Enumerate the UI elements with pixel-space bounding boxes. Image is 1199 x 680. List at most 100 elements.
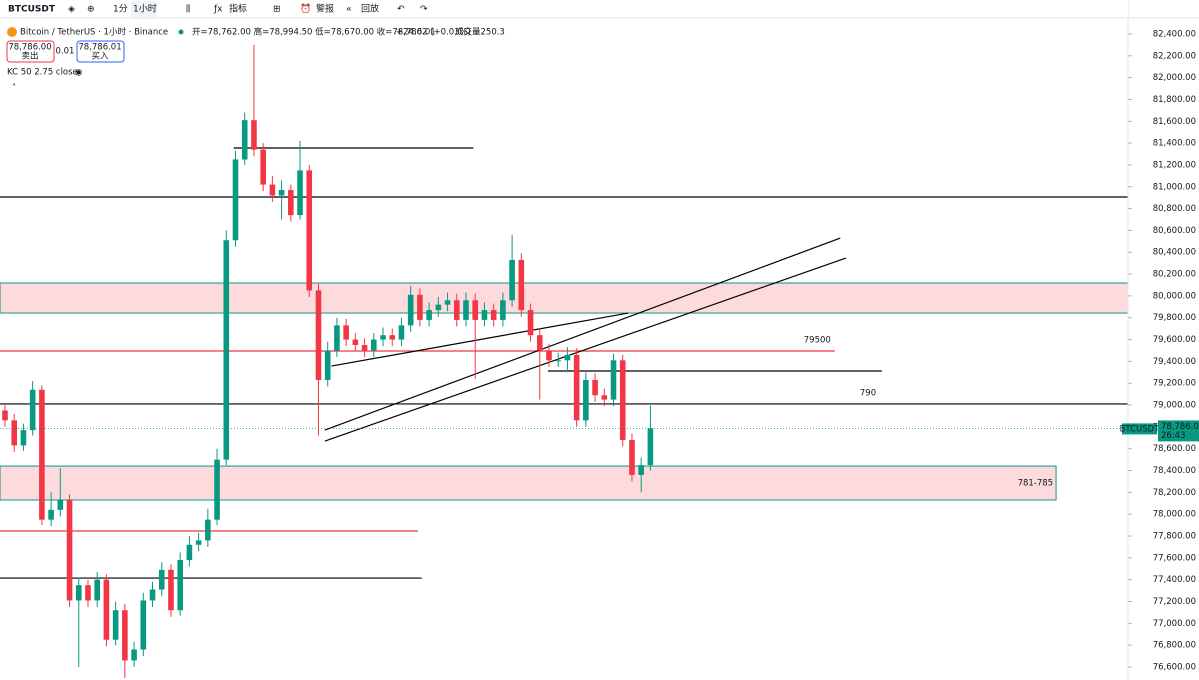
y-tick-label: 78,200.00: [1153, 488, 1196, 498]
y-tick-label: 76,600.00: [1153, 663, 1196, 673]
candle-body: [398, 325, 405, 340]
candle-body: [371, 339, 377, 351]
candle-body: [75, 585, 82, 601]
chart-type-icon[interactable]: ⫼: [186, 4, 190, 15]
candle-body: [158, 569, 165, 590]
candle-body: [334, 325, 340, 351]
legend-volume: 成交量250.3: [455, 27, 505, 38]
candle-body: [177, 560, 183, 611]
sell-price[interactable]: 78,786.00: [8, 43, 51, 53]
candle-body: [546, 350, 552, 361]
layout-icon[interactable]: ⊞: [273, 5, 281, 15]
candle-body: [592, 379, 598, 396]
candle-body: [472, 300, 479, 320]
candle-body: [324, 350, 331, 380]
candle-body: [610, 360, 617, 400]
price-axis: 76,600.00 76,800.00 77,000.00 77,200.00 77,4…: [1128, 29, 1196, 673]
y-tick-label: 78,000.00: [1153, 510, 1196, 520]
price-axis-bg: [1128, 0, 1199, 680]
candle-body: [463, 300, 469, 320]
collapse[interactable]: ˄: [12, 84, 16, 94]
candle-body: [297, 170, 303, 216]
candle-body: [518, 259, 525, 311]
y-tick-label: 80,000.00: [1153, 291, 1196, 301]
candle-body: [352, 339, 359, 346]
candle-body: [131, 649, 137, 661]
add-icon[interactable]: ⊕: [87, 5, 95, 15]
legend-title: Bitcoin / TetherUS · 1小时 · Binance: [20, 27, 168, 38]
candle-body: [260, 149, 266, 185]
candle-body: [417, 294, 423, 320]
candle-body: [527, 310, 534, 336]
candle-body: [490, 310, 497, 320]
y-tick-label: 81,400.00: [1153, 139, 1196, 149]
candle-body: [638, 465, 644, 475]
price-tag-countdown: 26:43: [1161, 431, 1186, 441]
buy-price[interactable]: 78,786.01: [78, 43, 121, 53]
candle-body: [223, 240, 230, 460]
y-tick-label: 77,000.00: [1153, 619, 1196, 629]
y-tick-label: 81,000.00: [1153, 182, 1196, 192]
candle-body: [278, 190, 285, 196]
replay-icon[interactable]: «: [346, 5, 352, 15]
candle-body: [306, 170, 313, 291]
candle-body: [453, 300, 460, 320]
y-tick-label: 77,400.00: [1153, 575, 1196, 585]
undo[interactable]: ↶: [397, 5, 405, 15]
candle-body: [140, 600, 147, 650]
line-label: 79500: [804, 336, 831, 346]
candle-body: [426, 310, 432, 320]
symbol[interactable]: BTCUSDT: [8, 5, 56, 15]
candle-body: [29, 389, 36, 431]
candle-body: [536, 335, 543, 351]
candle-body: [361, 345, 368, 351]
y-tick-label: 79,200.00: [1153, 379, 1196, 389]
candle-body: [103, 579, 110, 640]
legend-ohlc: 开=78,762.00 高=78,994.50 低=78,670.00 收=78…: [192, 27, 436, 38]
y-tick-label: 78,600.00: [1153, 444, 1196, 454]
legend-change: +24.02 (+0.03%): [396, 28, 471, 38]
replay[interactable]: 回放: [361, 3, 379, 15]
candle-body: [85, 585, 91, 601]
candle-body: [555, 360, 561, 362]
price-tag-symbol: BTCUSDT: [1120, 424, 1161, 434]
alert[interactable]: 警报: [316, 3, 334, 15]
interval[interactable]: 1小时: [133, 3, 157, 15]
candle-body: [94, 579, 100, 601]
coin-icon: [7, 27, 17, 37]
candle-body: [407, 294, 414, 326]
candle-body: [315, 290, 322, 380]
indicator-visibility[interactable]: ◉: [75, 68, 82, 78]
interval[interactable]: 1分: [113, 4, 128, 15]
candle-body: [57, 500, 64, 510]
y-tick-label: 76,800.00: [1153, 641, 1196, 651]
watch-icon[interactable]: ◈: [68, 5, 75, 15]
y-tick-label: 77,800.00: [1153, 532, 1196, 542]
indicators[interactable]: 指标: [229, 3, 247, 15]
candle-body: [380, 335, 386, 340]
indicator-icon[interactable]: ƒx: [213, 5, 223, 15]
plot: 781-785 79500 790: [0, 44, 1129, 678]
candle-body: [389, 335, 396, 340]
y-tick-label: 80,800.00: [1153, 204, 1196, 214]
buy-label[interactable]: 买入: [91, 52, 109, 62]
trendline: [331, 312, 629, 367]
candle-body: [2, 410, 8, 421]
candle-body: [269, 184, 276, 196]
y-tick-label: 77,600.00: [1153, 553, 1196, 563]
sell-label[interactable]: 卖出: [21, 51, 38, 62]
buy-button[interactable]: [76, 40, 125, 63]
y-tick-label: 81,800.00: [1153, 95, 1196, 105]
sell-button[interactable]: [6, 40, 55, 63]
y-tick-label: 79,000.00: [1153, 401, 1196, 411]
candle-body: [619, 360, 626, 440]
candle-body: [205, 519, 211, 541]
y-tick-label: 79,800.00: [1153, 313, 1196, 323]
zone: [0, 465, 1057, 501]
redo[interactable]: ↷: [420, 5, 428, 15]
y-tick-label: 80,200.00: [1153, 270, 1196, 280]
alert-icon[interactable]: ⏰: [300, 3, 311, 15]
